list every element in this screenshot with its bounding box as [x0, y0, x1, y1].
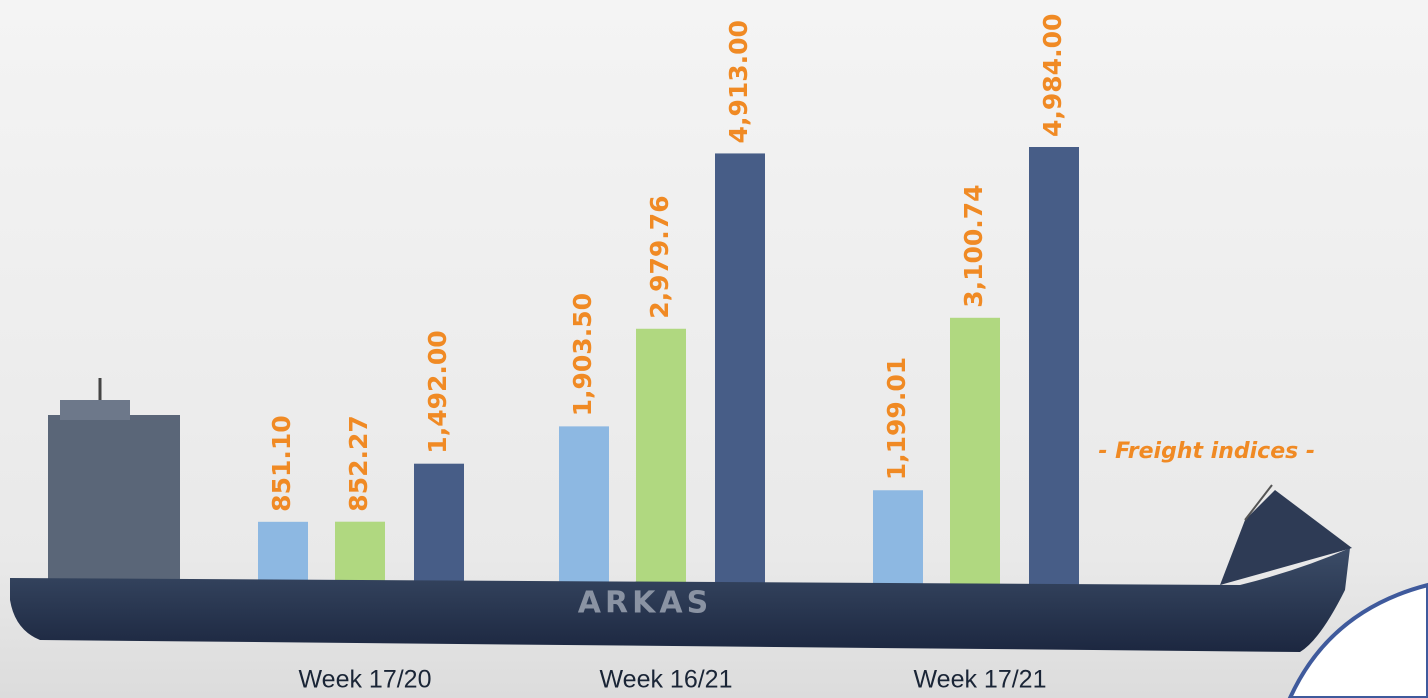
bar: [414, 463, 464, 599]
value-label: 2,979.76: [645, 195, 674, 318]
value-label: 4,913.00: [724, 20, 753, 143]
superstructure: [48, 415, 180, 580]
bar: [950, 317, 1000, 599]
value-label: 852.27: [344, 415, 373, 511]
bar: [636, 328, 686, 599]
bow-mast: [1244, 484, 1273, 521]
bar: [715, 153, 765, 599]
value-label: 1,492.00: [423, 330, 452, 453]
x-tick-label: Week 16/21: [600, 666, 733, 694]
bridge: [60, 400, 130, 420]
ship-name: ARKAS: [578, 586, 712, 621]
bars: 851.10 852.27 1,492.00 1,903.50 2,979.76 4,91…: [258, 14, 1079, 599]
value-label: 1,199.01: [882, 357, 911, 480]
value-label: 851.10: [267, 415, 296, 511]
annotation: - Freight indices -: [1098, 439, 1315, 464]
hull: [10, 548, 1350, 652]
value-label: 4,984.00: [1038, 14, 1067, 137]
x-tick-label: Week 17/21: [914, 666, 1047, 694]
value-label: 1,903.50: [568, 293, 597, 416]
category-labels: Week 17/20 Week 16/21 Week 17/21: [299, 666, 1047, 694]
bar: [873, 490, 923, 599]
bow: [1220, 490, 1352, 585]
ship: [10, 378, 1352, 652]
bar: [559, 426, 609, 599]
x-tick-label: Week 17/20: [299, 666, 432, 694]
value-label: 3,100.74: [959, 184, 988, 307]
bar: [1029, 147, 1079, 599]
